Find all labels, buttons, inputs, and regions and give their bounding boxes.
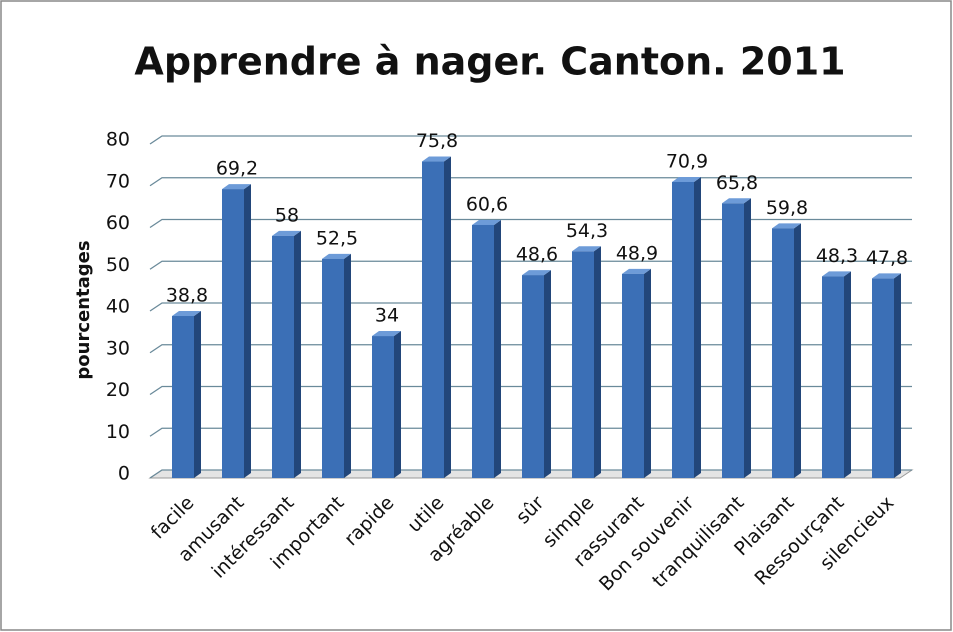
bar-side — [394, 331, 401, 478]
bar-side — [694, 176, 701, 478]
bar-top — [172, 311, 201, 317]
bar — [222, 189, 244, 478]
bar-side — [444, 156, 451, 478]
bar-top — [672, 176, 701, 182]
grid-line — [149, 260, 912, 270]
bar — [872, 278, 894, 478]
bar — [172, 316, 194, 478]
bar-side — [644, 268, 651, 478]
bar-top — [322, 253, 351, 259]
y-tick-label: 80 — [106, 129, 130, 151]
data-label: 58 — [275, 204, 299, 226]
bar — [422, 161, 444, 478]
bar — [672, 181, 694, 478]
bar-side — [544, 270, 551, 478]
data-label: 60,6 — [466, 193, 508, 215]
data-label: 70,9 — [666, 150, 708, 172]
bar-side — [244, 184, 251, 478]
bar-top — [622, 268, 651, 274]
bar-side — [894, 273, 901, 478]
bar-side — [494, 219, 501, 478]
bar-top — [472, 219, 501, 225]
y-tick-label: 30 — [106, 337, 130, 359]
grid-line — [149, 385, 912, 396]
y-tick-label: 60 — [106, 212, 130, 234]
data-label: 48,6 — [516, 244, 558, 266]
bar-side — [844, 271, 851, 478]
y-axis-label: pourcentages — [73, 240, 94, 379]
bar-side — [294, 230, 301, 478]
bar-top — [222, 184, 251, 190]
bar — [772, 228, 794, 478]
bar-top — [722, 198, 751, 204]
y-tick-label: 0 — [118, 463, 130, 485]
data-label: 65,8 — [716, 172, 758, 194]
bar-top — [422, 156, 451, 162]
bar-top — [572, 246, 601, 252]
grid-line — [149, 218, 912, 229]
bar-top — [772, 223, 801, 229]
bar-top — [872, 273, 901, 279]
bar-side — [594, 246, 601, 478]
grid-line — [149, 135, 912, 145]
grid-line — [149, 344, 912, 354]
bar — [572, 251, 594, 478]
chart-title: Apprendre à nager. Canton. 2011 — [134, 40, 845, 84]
data-label: 48,9 — [616, 242, 658, 264]
data-label: 54,3 — [566, 220, 608, 242]
data-label: 38,8 — [166, 285, 208, 307]
bar — [322, 258, 344, 478]
bar — [622, 273, 644, 478]
data-label: 34 — [375, 305, 399, 327]
data-label: 52,5 — [316, 227, 358, 249]
bar — [822, 276, 844, 478]
bar-side — [794, 223, 801, 478]
bar — [472, 224, 494, 478]
data-label: 69,2 — [216, 158, 258, 180]
y-tick-label: 70 — [106, 170, 130, 192]
data-label: 48,3 — [816, 245, 858, 267]
y-tick-label: 40 — [106, 296, 130, 318]
grid-line — [149, 177, 912, 187]
bar-side — [194, 311, 201, 478]
bar-top — [522, 270, 551, 276]
y-tick-label: 50 — [106, 254, 130, 276]
y-tick-label: 10 — [106, 421, 130, 443]
data-label: 59,8 — [766, 197, 808, 219]
bar — [722, 203, 744, 478]
bar-top — [272, 230, 301, 236]
bar — [522, 275, 544, 478]
y-tick-label: 20 — [106, 379, 130, 401]
bar — [272, 235, 294, 478]
bar-side — [344, 253, 351, 478]
data-label: 47,8 — [866, 247, 908, 269]
grid-line — [149, 302, 912, 312]
bar-side — [744, 198, 751, 478]
bar — [372, 336, 394, 478]
bar-top — [822, 271, 851, 277]
bar-top — [372, 331, 401, 337]
grid-line — [149, 427, 912, 437]
grid-line — [149, 469, 912, 479]
data-label: 75,8 — [416, 130, 458, 152]
